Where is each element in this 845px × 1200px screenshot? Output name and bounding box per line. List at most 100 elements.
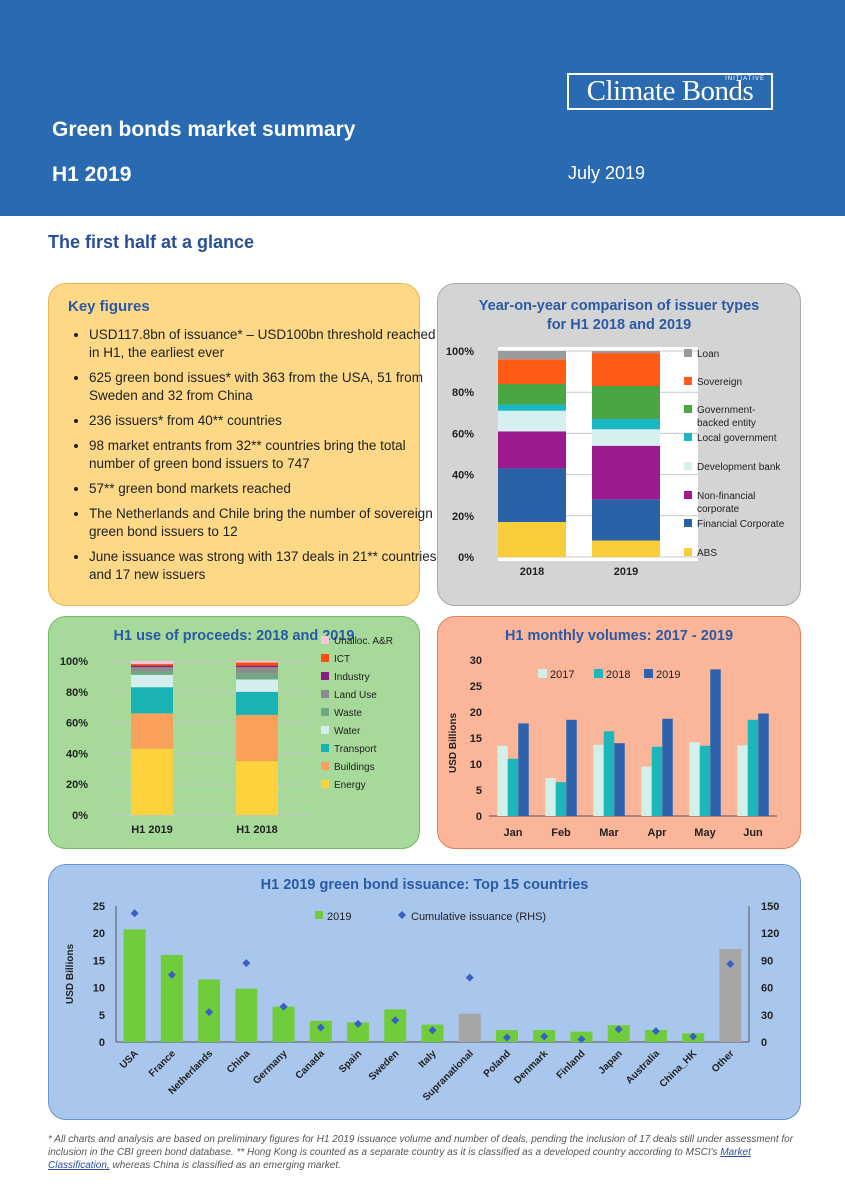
y-tick-label: 0%: [458, 552, 474, 564]
bar: [710, 669, 721, 816]
legend-swatch: [684, 377, 692, 385]
y-tick-label: 5: [476, 785, 482, 797]
y-axis-title: USD Billions: [65, 944, 76, 1004]
x-tick-label: 2019: [614, 566, 638, 578]
x-tick-label: Sweden: [367, 1048, 402, 1083]
bar-segment: [131, 665, 173, 668]
bar: [644, 1030, 667, 1042]
bar: [458, 1013, 481, 1042]
x-tick-label: Japan: [597, 1048, 625, 1076]
bar: [607, 1025, 630, 1042]
cumulative-marker: [428, 1026, 437, 1035]
y-tick-label: 10: [470, 759, 482, 771]
bar: [699, 745, 711, 816]
bar: [641, 766, 652, 816]
legend-swatch: [644, 669, 653, 678]
bar-segment: [592, 499, 660, 541]
y2-tick-label: 120: [761, 928, 779, 940]
legend-label: Water: [334, 726, 361, 737]
legend-swatch: [594, 669, 603, 678]
legend-label: ICT: [334, 654, 350, 665]
x-tick-label: H1 2019: [131, 824, 173, 836]
key-figure-item: 236 issuers* from 40** countries: [89, 412, 441, 430]
y-tick-label: 40%: [66, 748, 88, 760]
bar: [593, 744, 604, 816]
cumulative-marker: [354, 1019, 363, 1028]
key-figure-item: June issuance was strong with 137 deals …: [89, 548, 441, 584]
bar: [497, 745, 508, 816]
legend-label: backed entity: [697, 418, 756, 429]
y-tick-label: 100%: [446, 346, 474, 358]
key-figure-item: The Netherlands and Chile bring the numb…: [89, 505, 441, 541]
legend-label: Local government: [697, 433, 777, 444]
bar-segment: [498, 521, 566, 557]
top-countries-panel: H1 2019 green bond issuance: Top 15 coun…: [48, 864, 801, 1120]
key-figures-title: Key figures: [68, 298, 150, 315]
x-tick-label: Poland: [482, 1048, 513, 1079]
cumulative-marker: [614, 1025, 623, 1034]
x-tick-label: Feb: [551, 827, 571, 839]
x-tick-label: Italy: [417, 1048, 439, 1070]
legend-label: Transport: [334, 744, 377, 755]
y-tick-label: 0%: [72, 810, 88, 822]
x-tick-label: Other: [710, 1048, 737, 1075]
x-tick-label: Germany: [251, 1048, 290, 1087]
key-figures-panel: Key figures USD117.8bn of issuance* – US…: [48, 283, 436, 606]
bar-segment: [592, 540, 660, 557]
bar-segment: [236, 665, 278, 668]
legend-label: 2019: [656, 669, 680, 681]
section-title: The first half at a glance: [48, 232, 255, 252]
bar: [651, 746, 663, 816]
issuer-types-chart: 0% 20% 40% 60% 80% 100% 2018 2019 Loan Sovereign G…: [446, 346, 785, 578]
cumulative-marker: [540, 1032, 549, 1041]
cumulative-marker: [205, 1008, 214, 1017]
legend-label: Sovereign: [697, 377, 742, 388]
x-tick-label: Spain: [337, 1048, 364, 1075]
bar-segment: [236, 667, 278, 674]
bar-segment: [131, 748, 173, 815]
logo-small-text: INITIATIVE: [725, 76, 765, 82]
legend-swatch: [684, 349, 692, 357]
y2-tick-label: 150: [761, 901, 779, 913]
x-tick-label: Apr: [648, 827, 668, 839]
legend-swatch: [684, 491, 692, 499]
issuer-chart-title: Year-on-year comparison of issuer types …: [478, 298, 760, 333]
legend-label: 2018: [606, 669, 630, 681]
bar: [614, 743, 625, 816]
bar-segment: [236, 673, 278, 680]
bar: [719, 948, 742, 1042]
bar: [123, 929, 146, 1042]
footnote-text: * All charts and analysis are based on p…: [48, 1134, 794, 1158]
bar: [737, 745, 748, 816]
legend-swatch: [321, 708, 329, 716]
cumulative-marker: [130, 909, 139, 918]
legend-label: 2017: [550, 669, 574, 681]
legend-label: Financial Corporate: [697, 519, 785, 530]
bar-segment: [131, 664, 173, 666]
bar-segment: [236, 691, 278, 715]
bar: [235, 988, 258, 1042]
legend-label: Cumulative issuance (RHS): [411, 911, 546, 923]
legend-swatch: [321, 654, 329, 662]
x-tick-label: Finland: [555, 1048, 588, 1081]
legend-label: ABS: [697, 548, 717, 559]
market-classification-link[interactable]: Market Classification,: [48, 1147, 751, 1171]
bar: [518, 723, 529, 816]
legend-label: Buildings: [334, 762, 375, 773]
y-tick-label: 80%: [452, 387, 474, 399]
bar-segment: [592, 386, 660, 419]
y-tick-label: 60%: [452, 428, 474, 440]
legend-swatch: [321, 636, 329, 644]
legend-swatch: [684, 519, 692, 527]
bar-segment: [236, 714, 278, 762]
y-tick-label: 25: [470, 681, 482, 693]
y-axis-title: USD Billions: [448, 713, 459, 773]
bar: [272, 1006, 295, 1042]
legend-swatch: [315, 911, 323, 919]
legend-label: Government-: [697, 405, 755, 416]
y-tick-label: 5: [99, 1010, 105, 1022]
legend-swatch: [538, 669, 547, 678]
y-tick-label: 20: [93, 928, 105, 940]
bar-segment: [236, 761, 278, 815]
y-tick-label: 15: [470, 733, 482, 745]
